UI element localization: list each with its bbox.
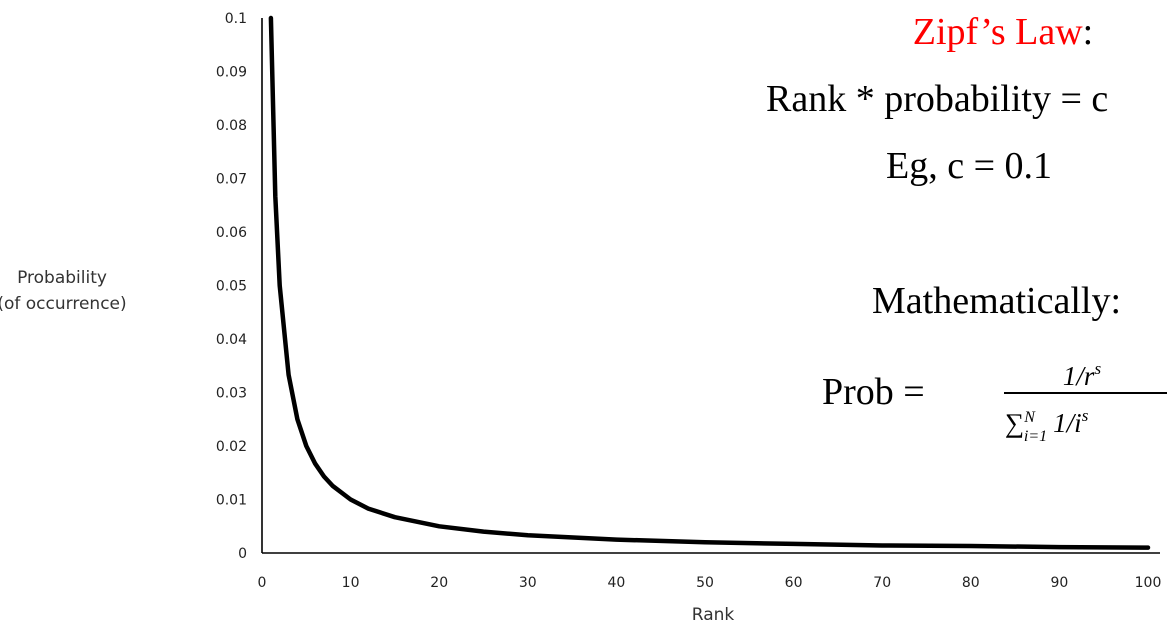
x-tick-label: 0: [258, 575, 267, 591]
x-tick-labels: 0 10 20 30 40 50 60 70 80 90 100: [258, 575, 1162, 591]
y-tick-label: 0.1: [225, 11, 247, 27]
y-tick-label: 0.07: [216, 172, 247, 188]
y-tick-label: 0: [238, 546, 247, 562]
y-axis-label-line1: Probability: [17, 268, 107, 288]
rank-probability-text: Rank * probability = c: [766, 78, 1108, 120]
x-tick-label: 30: [519, 575, 537, 591]
x-tick-label: 100: [1135, 575, 1162, 591]
y-tick-label: 0.01: [216, 493, 247, 509]
formula: Prob = 1/rs ∑N i=1 1/is: [822, 359, 1167, 445]
x-tick-label: 50: [696, 575, 714, 591]
y-axis-label-line2: (of occurrence): [0, 294, 127, 314]
formula-lhs: Prob =: [822, 371, 925, 413]
zipf-law-title-text: Zipf’s Law: [913, 11, 1083, 53]
formula-sum-upper: N: [1023, 409, 1036, 426]
x-tick-label: 60: [785, 575, 803, 591]
x-tick-label: 20: [430, 575, 448, 591]
formula-numerator: 1/rs: [1063, 359, 1102, 391]
zipf-law-title-colon: :: [1083, 11, 1094, 53]
formula-numerator-base: 1/r: [1063, 361, 1095, 391]
formula-denominator-term: 1/i: [1053, 408, 1082, 438]
y-tick-label: 0.05: [216, 279, 247, 295]
formula-denominator-exponent: s: [1082, 406, 1089, 425]
y-tick-label: 0.04: [216, 332, 247, 348]
formula-denominator: ∑N i=1 1/is: [1005, 406, 1089, 445]
zipf-law-title: Zipf’s Law:: [913, 11, 1093, 53]
formula-sum-lower: i=1: [1024, 428, 1047, 445]
x-tick-label: 40: [607, 575, 625, 591]
series-zipf-curve: [268, 15, 1151, 550]
y-tick-label: 0.06: [216, 225, 247, 241]
y-tick-label: 0.03: [216, 386, 247, 402]
x-tick-label: 10: [342, 575, 360, 591]
x-tick-label: 70: [873, 575, 891, 591]
x-axis-label: Rank: [692, 605, 735, 625]
y-tick-label: 0.02: [216, 439, 247, 455]
example-text: Eg, c = 0.1: [886, 145, 1052, 187]
formula-numerator-exponent: s: [1094, 359, 1101, 378]
mathematically-text: Mathematically:: [872, 280, 1121, 322]
x-tick-label: 80: [962, 575, 980, 591]
y-tick-labels: 0 0.01 0.02 0.03 0.04 0.05 0.06 0.07 0.08 0.09 0.1: [216, 11, 247, 562]
x-tick-label: 90: [1050, 575, 1068, 591]
formula-sum-symbol: ∑: [1005, 408, 1024, 438]
y-tick-label: 0.09: [216, 65, 247, 81]
y-tick-label: 0.08: [216, 118, 247, 134]
